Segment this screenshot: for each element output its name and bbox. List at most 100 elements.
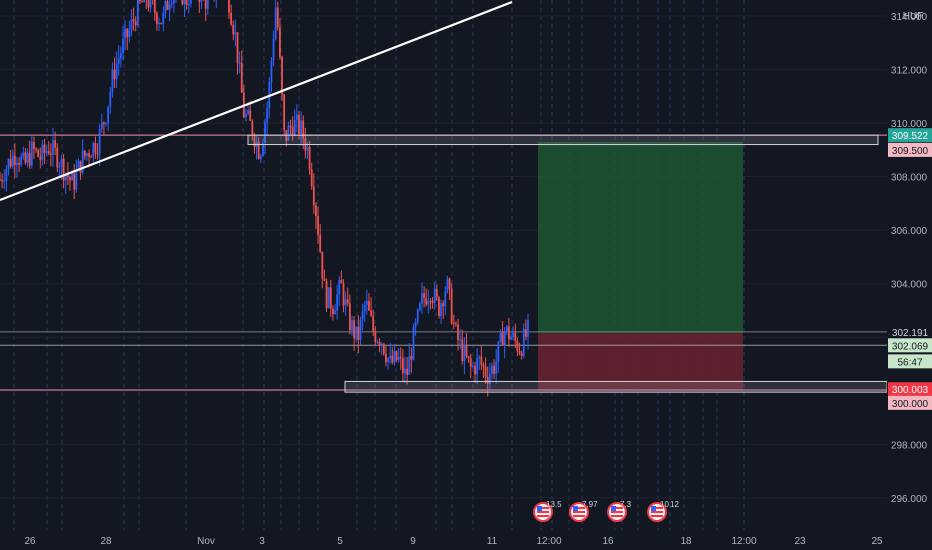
y-tick-label: 314.000 (891, 12, 928, 23)
candle-body (527, 320, 529, 337)
event-badge[interactable]: 7.3 (607, 500, 632, 522)
candle-body (11, 155, 14, 167)
candle-body (423, 293, 425, 299)
candle-body (327, 287, 330, 309)
candle-body (83, 150, 86, 157)
price-axis[interactable]: HUF 314.000 312.000 310.000 308.000 306.000 3… (887, 0, 932, 550)
candle-body (132, 19, 135, 22)
price-marker-label: 309.522 (892, 131, 929, 142)
candle-body (444, 291, 447, 307)
candle-body (45, 151, 48, 153)
candle-body (399, 356, 402, 359)
profit-zone[interactable] (538, 141, 743, 334)
flag-canton (573, 506, 578, 511)
flag-stripe (651, 507, 663, 509)
event-badge[interactable]: 7.97 (569, 500, 598, 522)
trendline[interactable] (0, 0, 513, 202)
support-zone[interactable] (344, 380, 888, 393)
price-marker-label: 56:47 (897, 357, 922, 368)
candle-body (162, 12, 165, 24)
candle-body (153, 0, 156, 14)
candle-body (512, 332, 515, 337)
candle-body (247, 110, 249, 114)
candle-body (117, 58, 120, 64)
candle-body (450, 288, 453, 324)
event-label: 10 (660, 500, 669, 509)
candle-body (414, 321, 417, 328)
candle-body (52, 140, 54, 155)
price-marker-label: 309.500 (892, 146, 929, 157)
candle-body (459, 339, 462, 341)
economic-events[interactable]: 13.5 7.97 7.3 10 12 (533, 500, 679, 522)
candle-body (346, 299, 349, 304)
candle-body (71, 173, 73, 181)
price-marker-label: 300.003 (892, 385, 929, 396)
candle-body (385, 353, 387, 362)
candle-body (73, 173, 76, 190)
candle-body (376, 341, 379, 343)
candle-body (363, 304, 366, 312)
candle-body (395, 351, 398, 361)
candle-body (141, 1, 143, 3)
candle-body (41, 144, 44, 160)
candle-body (452, 323, 455, 325)
y-tick-label: 306.000 (891, 226, 928, 237)
candle-body (96, 153, 99, 155)
candle-body (491, 365, 493, 374)
candle-body (54, 140, 57, 148)
candle-body (372, 315, 375, 332)
position-zones (538, 141, 743, 391)
candle-body (270, 60, 273, 83)
candle-body (329, 287, 332, 309)
candle-body (204, 0, 207, 9)
candle-body (438, 297, 440, 317)
candle-body (22, 152, 25, 157)
candle-body (287, 125, 290, 141)
candle-body (340, 279, 343, 284)
candle-body (387, 358, 389, 362)
candle-body (467, 355, 470, 359)
candle-body (315, 205, 317, 217)
candle-body (374, 331, 377, 343)
candle-body (353, 320, 356, 339)
candle-body (7, 159, 10, 169)
candle-body (355, 326, 358, 339)
currency-label: HUF (903, 11, 924, 22)
candle-body (484, 366, 487, 377)
event-label: 13.5 (546, 500, 562, 509)
candle-body (9, 159, 12, 167)
candle-body (321, 251, 324, 279)
price-axis-background (887, 0, 932, 550)
price-marker-label: 302.069 (892, 341, 929, 352)
candle-body (16, 162, 18, 166)
candle-body (368, 301, 370, 311)
resistance-zone[interactable] (247, 134, 879, 146)
y-tick-label: 296.000 (891, 494, 928, 505)
candle-body (75, 171, 78, 190)
candle-body (332, 308, 334, 315)
candle-body (338, 279, 341, 295)
candle-body (442, 303, 445, 307)
candle-body (92, 143, 95, 157)
price-marker (888, 395, 932, 410)
trendline-group[interactable] (0, 0, 513, 202)
candle-body (164, 1, 167, 13)
candle-body (503, 330, 506, 346)
candle-body (119, 53, 122, 59)
candle-body (81, 150, 84, 173)
candle-body (66, 173, 69, 178)
flag-stripe (611, 515, 623, 517)
flag-canton (611, 506, 616, 511)
candle-body (336, 294, 339, 311)
event-badge[interactable]: 13.5 (533, 500, 562, 522)
flag-stripe (573, 507, 585, 509)
y-tick-label: 308.000 (891, 173, 928, 184)
candle-body (308, 146, 311, 170)
time-axis[interactable]: 26 28 Nov 3 5 9 11 12:00 16 18 12:00 23 25 (0, 530, 887, 550)
event-badge[interactable]: 12 (670, 500, 679, 509)
candle-body (291, 127, 294, 135)
candles (0, 0, 529, 397)
event-badge[interactable]: 10 (647, 500, 669, 522)
candle-body (56, 147, 59, 168)
